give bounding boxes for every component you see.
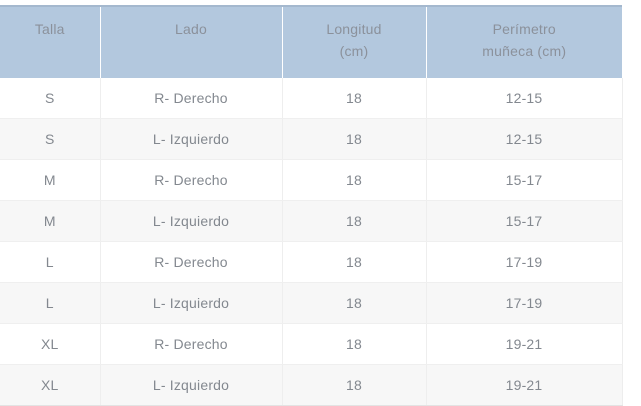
table-row: M R- Derecho 18 15-17: [0, 159, 623, 201]
cell-perimetro: 17-19: [425, 282, 623, 324]
column-header-longitud: Longitud (cm): [281, 5, 426, 78]
cell-lado: R- Derecho: [99, 78, 282, 119]
column-header-label: Lado: [175, 21, 207, 37]
table-row: S L- Izquierdo 18 12-15: [0, 118, 623, 160]
cell-longitud: 18: [281, 241, 426, 283]
column-header-label: Longitud: [326, 21, 382, 37]
cell-talla: L: [0, 241, 100, 283]
header-row: Talla Lado Longitud (cm) Perímetro muñec…: [0, 5, 622, 78]
table-body: S R- Derecho 18 12-15 S L- Izquierdo 18 …: [0, 78, 623, 406]
cell-perimetro: 12-15: [425, 78, 623, 119]
size-table-container: Talla Lado Longitud (cm) Perímetro muñec…: [0, 5, 623, 406]
column-header-label: Perímetro: [492, 21, 556, 37]
cell-lado: R- Derecho: [99, 323, 282, 365]
cell-talla: L: [0, 282, 100, 324]
cell-lado: L- Izquierdo: [99, 200, 282, 242]
cell-perimetro: 15-17: [425, 200, 623, 242]
cell-lado: L- Izquierdo: [99, 364, 282, 406]
cell-longitud: 18: [281, 78, 426, 119]
cell-longitud: 18: [281, 200, 426, 242]
cell-lado: R- Derecho: [99, 241, 282, 283]
cell-perimetro: 19-21: [425, 323, 623, 365]
cell-lado: R- Derecho: [99, 159, 282, 201]
cell-perimetro: 17-19: [425, 241, 623, 283]
cell-talla: XL: [0, 364, 100, 406]
column-header-sublabel: muñeca (cm): [482, 43, 567, 59]
column-header-sublabel: (cm): [339, 43, 369, 59]
cell-talla: M: [0, 200, 100, 242]
size-table: Talla Lado Longitud (cm) Perímetro muñec…: [0, 5, 623, 406]
column-header-label: Talla: [34, 21, 65, 37]
cell-talla: M: [0, 159, 100, 201]
table-row: L R- Derecho 18 17-19: [0, 241, 623, 283]
cell-longitud: 18: [281, 159, 426, 201]
cell-perimetro: 19-21: [425, 364, 623, 406]
table-row: S R- Derecho 18 12-15: [0, 78, 623, 119]
cell-lado: L- Izquierdo: [99, 282, 282, 324]
table-row: L L- Izquierdo 18 17-19: [0, 282, 623, 324]
cell-perimetro: 12-15: [425, 118, 623, 160]
cell-lado: L- Izquierdo: [99, 118, 282, 160]
table-row: XL L- Izquierdo 18 19-21: [0, 364, 623, 406]
cell-longitud: 18: [281, 323, 426, 365]
table-row: M L- Izquierdo 18 15-17: [0, 200, 623, 242]
cell-longitud: 18: [281, 118, 426, 160]
column-header-lado: Lado: [99, 5, 282, 78]
cell-longitud: 18: [281, 282, 426, 324]
cell-longitud: 18: [281, 364, 426, 406]
cell-talla: S: [0, 118, 100, 160]
cell-talla: XL: [0, 323, 100, 365]
table-row: XL R- Derecho 18 19-21: [0, 323, 623, 365]
column-header-perimetro: Perímetro muñeca (cm): [425, 5, 622, 78]
table-header: Talla Lado Longitud (cm) Perímetro muñec…: [0, 5, 622, 78]
column-header-talla: Talla: [0, 5, 100, 78]
cell-talla: S: [0, 78, 100, 119]
cell-perimetro: 15-17: [425, 159, 623, 201]
